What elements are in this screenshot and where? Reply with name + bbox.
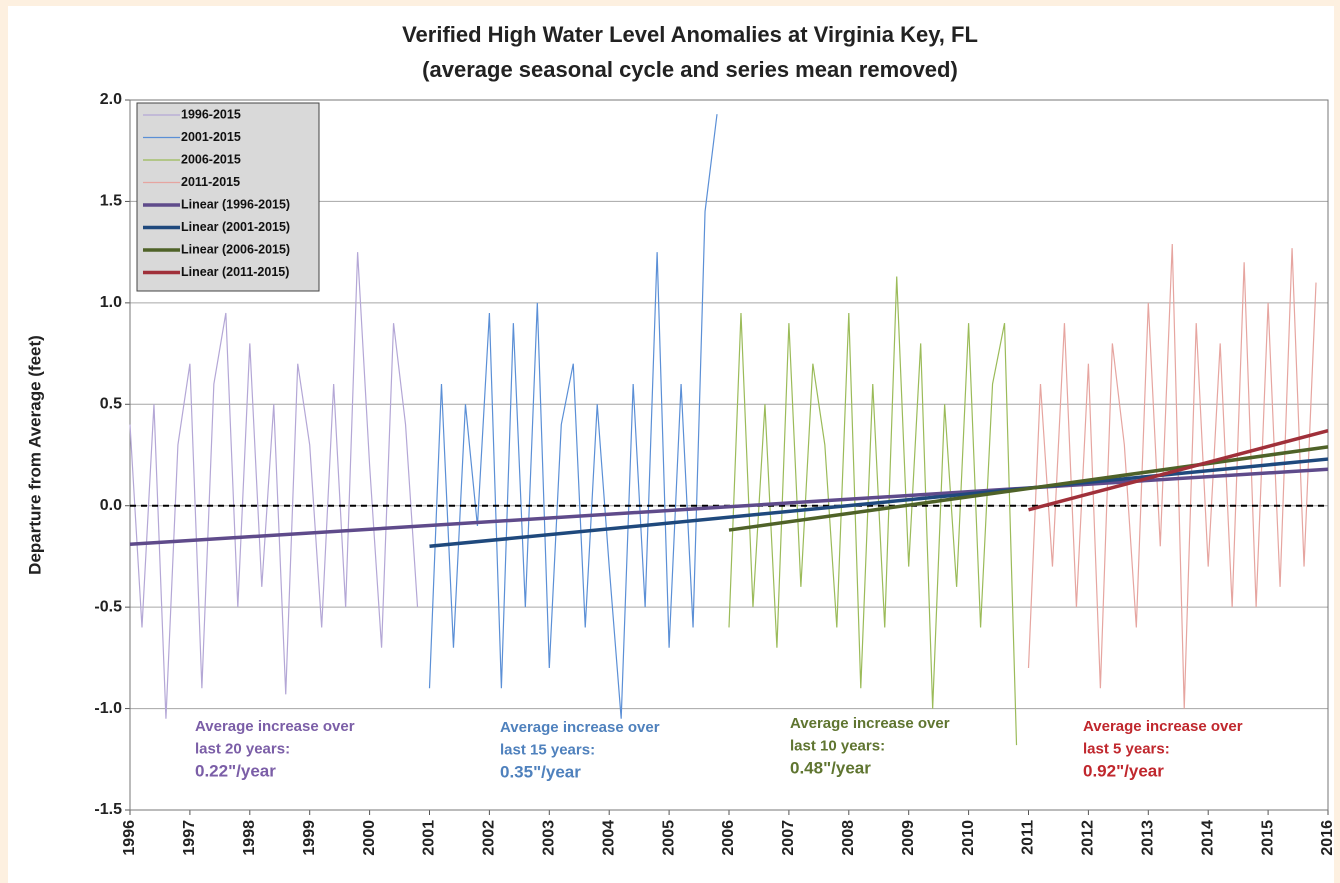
annotation: 0.48"/year	[790, 758, 871, 777]
x-tick-label: 2008	[840, 820, 857, 856]
x-tick-label: 2005	[660, 820, 677, 856]
legend-box	[136, 102, 320, 292]
x-tick-label: 2007	[780, 820, 797, 856]
annotation: Average increase over	[500, 719, 660, 736]
x-tick-label: 2013	[1140, 820, 1157, 856]
y-tick-label: -0.5	[94, 598, 122, 615]
series-line	[428, 114, 718, 719]
legend-label: 2011-2015	[181, 175, 240, 189]
y-tick-label: 1.5	[100, 193, 122, 210]
x-tick-label: 1999	[301, 820, 318, 856]
x-tick-label: 1997	[181, 820, 198, 856]
annotation: last 20 years:	[195, 740, 290, 757]
annotation: last 15 years:	[500, 741, 595, 758]
annotation: 0.22"/year	[195, 761, 276, 780]
chart-title: Verified High Water Level Anomalies at V…	[402, 22, 978, 47]
x-tick-label: 2006	[720, 820, 737, 856]
annotation: 0.35"/year	[500, 762, 581, 781]
x-tick-label: 2002	[481, 820, 498, 856]
x-tick-label: 2015	[1259, 820, 1276, 856]
y-tick-label: 0.0	[100, 497, 122, 514]
x-tick-label: 2003	[541, 820, 558, 856]
y-tick-label: 2.0	[100, 91, 122, 108]
legend-label: Linear (2011-2015)	[181, 265, 289, 279]
y-tick-label: -1.0	[94, 700, 122, 717]
x-tick-label: 2010	[960, 820, 977, 856]
legend-label: 2001-2015	[181, 130, 241, 144]
x-tick-label: 2016	[1319, 820, 1336, 856]
x-tick-label: 2011	[1020, 820, 1037, 855]
annotation: Average increase over	[790, 715, 950, 732]
x-tick-label: 2009	[900, 820, 917, 856]
x-tick-label: 2004	[600, 820, 617, 856]
series-line	[1027, 244, 1317, 709]
x-tick-label: 2012	[1080, 820, 1097, 856]
annotation: last 10 years:	[790, 737, 885, 754]
annotation: last 5 years:	[1083, 740, 1170, 757]
annotation: Average increase over	[1083, 718, 1243, 735]
legend-label: Linear (2001-2015)	[181, 220, 290, 234]
x-tick-label: 1998	[241, 820, 258, 856]
annotation: 0.92"/year	[1083, 761, 1164, 780]
legend-label: 1996-2015	[181, 107, 241, 121]
y-tick-label: 1.0	[100, 294, 122, 311]
legend-label: Linear (2006-2015)	[181, 242, 290, 256]
legend-label: Linear (1996-2015)	[181, 197, 290, 211]
y-tick-label: 0.5	[100, 396, 122, 413]
trend-line	[429, 457, 1329, 549]
y-axis-label: Departure from Average (feet)	[25, 335, 44, 575]
trend-line	[728, 445, 1329, 532]
series-line	[728, 276, 1018, 746]
x-tick-label: 2000	[361, 820, 378, 856]
x-tick-label: 1996	[121, 820, 138, 856]
plot-frame	[129, 99, 1329, 811]
chart-subtitle: (average seasonal cycle and series mean …	[422, 57, 958, 82]
legend-label: 2006-2015	[181, 152, 241, 166]
x-tick-label: 2014	[1199, 820, 1216, 856]
x-tick-label: 2001	[421, 820, 438, 856]
trend-line	[1028, 428, 1329, 512]
y-tick-label: -1.5	[94, 801, 122, 818]
annotation: Average increase over	[195, 718, 355, 735]
series-line	[129, 252, 419, 719]
